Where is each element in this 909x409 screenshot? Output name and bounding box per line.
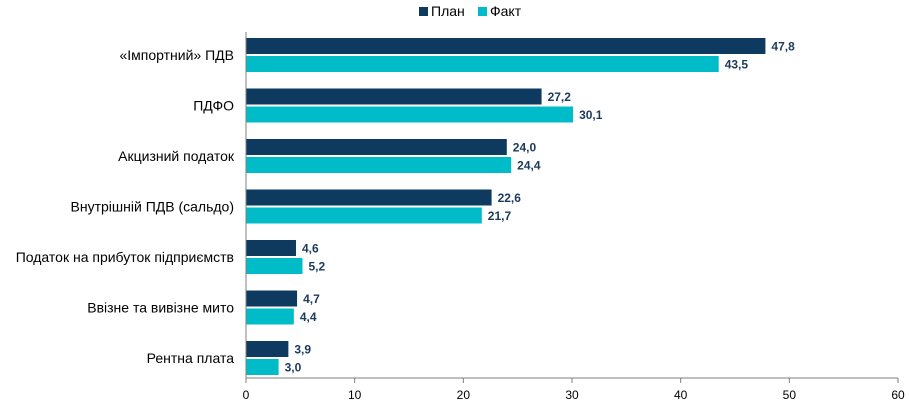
category-label: Внутрішній ПДВ (сальдо) xyxy=(71,199,234,215)
bar-fact xyxy=(246,56,719,72)
category-label: «Імпортний» ПДВ xyxy=(120,47,235,63)
category-label: Ввізне та вивізне мито xyxy=(87,300,234,316)
data-label-fact: 4,4 xyxy=(300,310,317,324)
data-label-plan: 4,7 xyxy=(303,292,320,306)
x-axis: 0 10 20 30 40 50 60 xyxy=(243,32,905,402)
category-label: ПДФО xyxy=(193,98,234,114)
data-label-fact: 30,1 xyxy=(579,108,603,122)
data-label-fact: 5,2 xyxy=(309,260,326,274)
data-label-plan: 3,9 xyxy=(294,343,311,357)
category-label: Рентна плата xyxy=(147,350,235,366)
bar-fact xyxy=(246,157,512,173)
data-label-plan: 47,8 xyxy=(771,40,795,54)
x-tick-label: 30 xyxy=(565,388,579,402)
bar-fact xyxy=(246,106,574,123)
data-label-fact: 24,4 xyxy=(517,159,541,173)
bar-plan xyxy=(246,240,296,256)
bar-plan xyxy=(246,139,507,155)
bar-plan xyxy=(246,88,542,105)
bar-fact xyxy=(246,359,279,375)
data-label-fact: 21,7 xyxy=(488,209,512,223)
x-tick-label: 60 xyxy=(891,388,905,402)
bar-fact xyxy=(246,207,482,224)
bar-plan xyxy=(246,38,766,54)
bar-plan xyxy=(246,290,298,307)
bar-fact xyxy=(246,258,303,274)
x-tick-label: 10 xyxy=(348,388,362,402)
x-tick-label: 0 xyxy=(243,388,250,402)
legend-label-plan: План xyxy=(431,3,465,19)
bar-plan xyxy=(246,189,492,206)
category-label: Податок на прибуток підприємств xyxy=(16,249,234,265)
data-label-plan: 22,6 xyxy=(498,191,522,205)
legend-label-fact: Факт xyxy=(490,3,522,19)
bars: 47,8 43,5 27,2 30,1 24,0 24,4 22,6 21,7 4,6 5,2 4,… xyxy=(246,38,795,375)
data-label-plan: 4,6 xyxy=(302,242,319,256)
legend-swatch-fact xyxy=(478,7,487,16)
data-label-plan: 24,0 xyxy=(513,141,537,155)
category-label: Акцизний податок xyxy=(118,148,235,164)
x-tick-label: 40 xyxy=(674,388,688,402)
x-tick-label: 50 xyxy=(783,388,797,402)
legend: План Факт xyxy=(419,3,522,19)
bar-plan xyxy=(246,341,289,357)
bar-fact xyxy=(246,308,294,325)
legend-swatch-plan xyxy=(419,7,428,16)
data-label-fact: 3,0 xyxy=(285,361,302,375)
x-tick-label: 20 xyxy=(457,388,471,402)
category-labels: «Імпортний» ПДВ ПДФО Акцизний податок Внутр… xyxy=(16,47,235,366)
data-label-fact: 43,5 xyxy=(725,58,749,72)
data-label-plan: 27,2 xyxy=(548,90,572,104)
